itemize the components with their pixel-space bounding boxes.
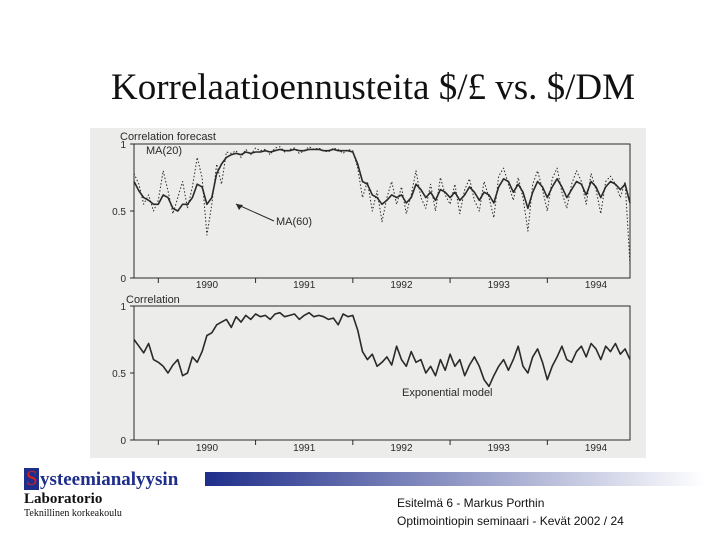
footer-author: Esitelmä 6 - Markus Porthin (397, 496, 545, 510)
x-tick-label: 1994 (585, 443, 608, 454)
annotation-label: MA(20) (146, 145, 182, 157)
y-tick-label: 0 (120, 436, 126, 447)
x-tick-label: 1990 (196, 443, 219, 454)
y-tick-label: 0.5 (112, 207, 126, 218)
panel-title: Correlation forecast (120, 131, 216, 143)
lab-name: Laboratorio (24, 491, 103, 507)
x-tick-label: 1992 (390, 280, 413, 291)
y-tick-label: 0.5 (112, 369, 126, 380)
plot-frame (133, 305, 631, 441)
logo-initial: S (26, 466, 38, 490)
slide-title: Korrelaatioennusteita $/£ vs. $/DM (110, 67, 636, 108)
y-tick-label: 1 (120, 302, 126, 313)
x-tick-label: 1993 (488, 280, 511, 291)
logo-gradient-bar (205, 472, 705, 486)
plot-frame (133, 143, 631, 279)
annotation-arrow (235, 203, 275, 222)
top-panel: Correlation forecast 0 0.5 1 1990 1991 1992 199… (112, 131, 631, 291)
series-line-solid (133, 311, 631, 388)
x-tick-label: 1991 (293, 280, 316, 291)
y-tick-label: 1 (120, 140, 126, 151)
panel-title: Correlation (126, 294, 180, 306)
university-name: Teknillinen korkeakoulu (24, 508, 122, 519)
logo-text: ysteemianalyysin (40, 469, 179, 490)
x-tick-label: 1994 (585, 280, 608, 291)
x-tick-label: 1991 (293, 443, 316, 454)
series-line-solid (133, 148, 631, 212)
chart-svg: Correlation forecast 0 0.5 1 1990 1991 1992 199… (112, 131, 631, 454)
x-tick-label: 1990 (196, 280, 219, 291)
logo-square (24, 468, 39, 490)
arrow-head (236, 204, 243, 210)
annotation-label: MA(60) (276, 216, 312, 228)
annotation-label: Exponential model (402, 387, 493, 399)
bottom-panel: Correlation 0 0.5 1 1990 1991 1992 1993 1994 Expo… (112, 294, 631, 454)
x-tick-label: 1992 (390, 443, 413, 454)
x-tick-label: 1993 (488, 443, 511, 454)
y-tick-label: 0 (120, 274, 126, 285)
footer-course: Optimointiopin seminaari - Kevät 2002 / … (397, 514, 624, 528)
series-line-dotted (133, 146, 631, 265)
chart-figure: Correlation forecast 0 0.5 1 1990 1991 1992 199… (90, 128, 646, 458)
